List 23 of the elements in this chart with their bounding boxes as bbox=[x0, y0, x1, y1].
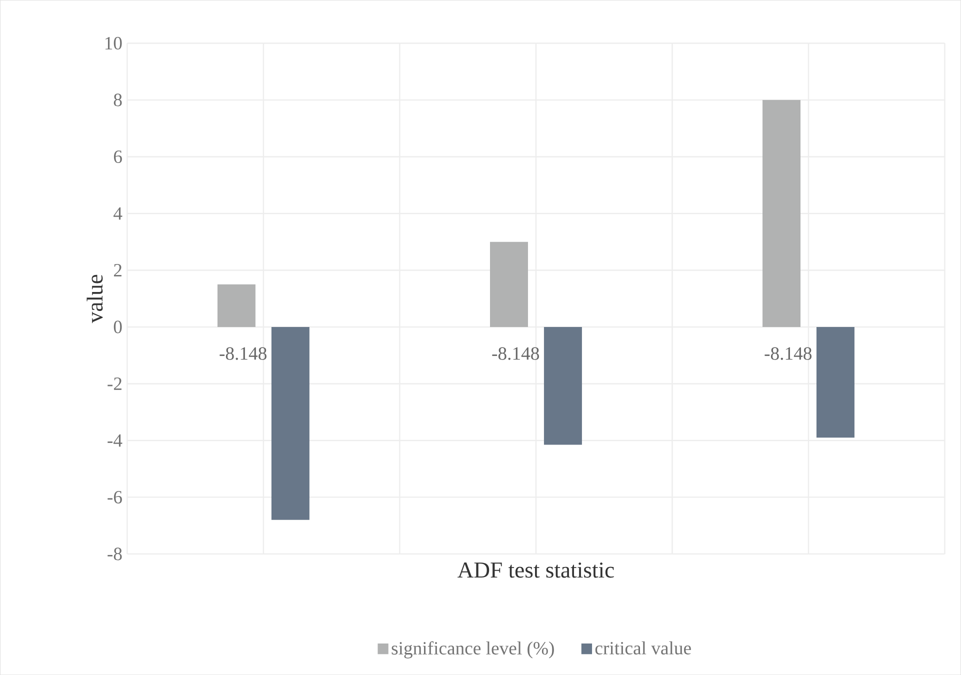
bar bbox=[271, 326, 310, 520]
y-tick-label: 2 bbox=[114, 264, 122, 276]
annotation: -8.148 bbox=[492, 347, 539, 360]
y-tick-label: 6 bbox=[114, 150, 122, 163]
x-axis-title: ADF test statistic bbox=[458, 562, 614, 578]
y-tick-label: -8 bbox=[108, 548, 122, 560]
legend-label: critical value bbox=[595, 641, 691, 654]
y-axis-title: value bbox=[86, 274, 103, 324]
y-tick-label: 10 bbox=[105, 36, 122, 50]
y-tick-label: 0 bbox=[114, 320, 122, 334]
bar bbox=[544, 326, 582, 445]
y-tick-label: -2 bbox=[108, 377, 122, 390]
y-tick-label: -6 bbox=[108, 490, 122, 504]
y-tick-label: 8 bbox=[114, 94, 122, 106]
annotation: -8.148 bbox=[764, 347, 812, 360]
bar bbox=[217, 284, 256, 327]
legend-label: significance level (%) bbox=[392, 641, 554, 658]
y-tick-label: -4 bbox=[108, 434, 122, 447]
bar bbox=[816, 326, 854, 438]
bar bbox=[490, 242, 528, 327]
bar bbox=[762, 100, 800, 327]
y-tick-label: 4 bbox=[114, 207, 122, 220]
annotation: -8.148 bbox=[220, 347, 266, 360]
